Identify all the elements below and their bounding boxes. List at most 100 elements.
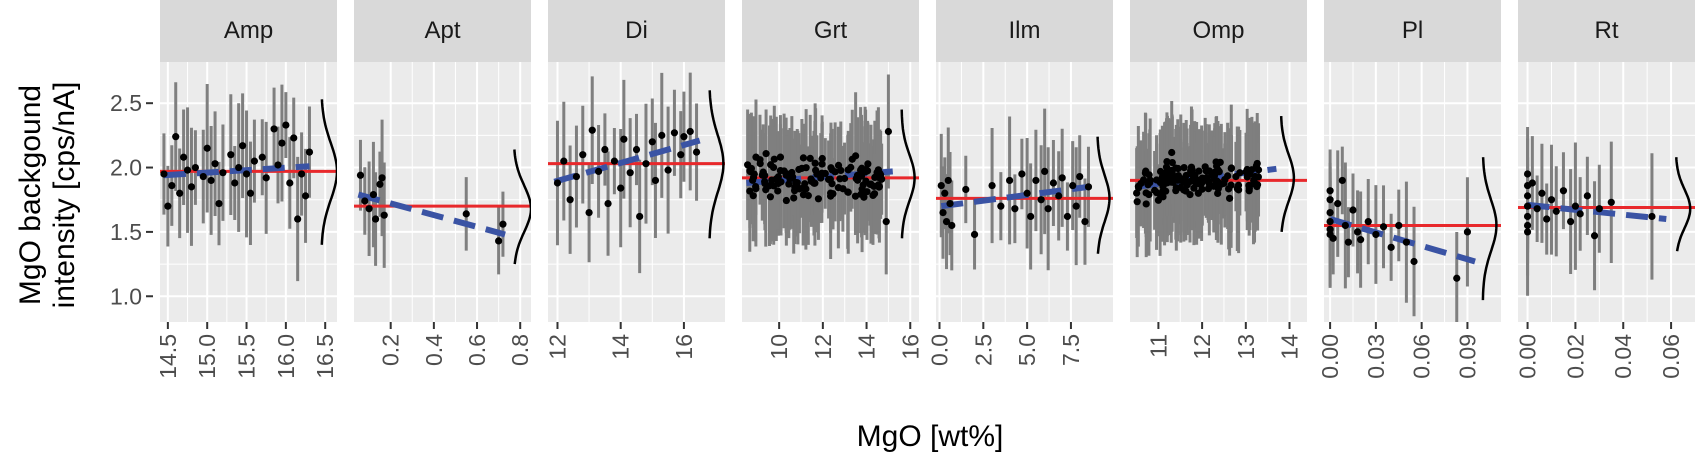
data-point: [305, 148, 314, 156]
data-point: [601, 145, 609, 154]
data-point: [1576, 210, 1584, 218]
data-point: [235, 163, 243, 172]
data-point: [1326, 208, 1334, 217]
data-point: [1142, 200, 1150, 208]
x-tick-label: 0.09: [1454, 334, 1480, 379]
data-point: [785, 180, 793, 188]
y-axis: 1.0 1.5 2.0 2.5: [110, 90, 153, 309]
data-point: [1227, 181, 1235, 189]
data-point: [1172, 164, 1180, 172]
data-point: [882, 218, 890, 226]
data-point: [941, 189, 949, 197]
data-point: [1583, 192, 1591, 200]
panel-content: [1130, 62, 1307, 322]
data-point: [219, 169, 227, 177]
data-point: [246, 189, 255, 197]
data-point: [1523, 170, 1532, 178]
x-tick-label: 0.02: [1562, 334, 1588, 379]
data-point: [774, 187, 782, 195]
data-point: [1338, 176, 1346, 185]
x-tick-label: 2.5: [970, 334, 996, 366]
data-point: [776, 153, 785, 161]
data-point: [746, 187, 754, 195]
facet-strip: [1130, 0, 1307, 62]
x-tick-label: 12: [810, 334, 836, 360]
x-tick-label: 5.0: [1014, 334, 1040, 366]
data-point: [1069, 181, 1077, 190]
data-point: [588, 126, 596, 134]
facet-strip: [160, 0, 337, 62]
x-tick-label: 14: [1277, 334, 1303, 360]
data-point: [1402, 238, 1410, 246]
data-point: [1590, 232, 1599, 240]
data-point: [499, 220, 507, 228]
data-point: [746, 168, 754, 176]
trend-line: [1527, 201, 1667, 223]
data-point: [1023, 189, 1031, 197]
data-point: [1210, 175, 1218, 183]
density-curve: [1096, 136, 1111, 254]
data-point: [970, 230, 979, 239]
data-point: [1225, 194, 1234, 202]
data-point: [1349, 206, 1357, 214]
data-point: [1648, 212, 1656, 221]
data-point: [211, 160, 219, 168]
data-point: [258, 153, 266, 161]
data-point: [250, 157, 258, 165]
data-point: [1227, 164, 1235, 173]
y-tick-label: 2.0: [110, 155, 142, 181]
facet-strip-label: Apt: [424, 17, 460, 44]
facet-omp: Omp 11 12 13 14: [1130, 0, 1307, 360]
data-point: [298, 170, 306, 178]
x-tick-label: 15.5: [234, 334, 260, 379]
data-point: [164, 202, 172, 210]
data-point: [1245, 184, 1253, 192]
data-point: [1357, 236, 1365, 244]
trend-line: [1329, 216, 1476, 265]
data-point: [242, 170, 251, 178]
data-point: [594, 167, 603, 176]
facet-di: Di 12 14 16: [544, 0, 725, 360]
data-point: [874, 166, 883, 174]
density-curve: [513, 149, 531, 265]
data-point: [851, 192, 860, 200]
data-point: [1018, 170, 1026, 178]
data-point: [1212, 162, 1221, 170]
data-point: [1084, 183, 1093, 191]
data-point: [799, 154, 808, 162]
x-tick-label: 16: [671, 334, 697, 360]
data-point: [759, 168, 767, 176]
data-point: [1571, 202, 1580, 210]
data-point: [361, 197, 369, 205]
facet-strip-label: Amp: [224, 17, 273, 44]
data-point: [1215, 168, 1223, 176]
x-tick-label: 14: [608, 334, 634, 360]
data-point: [1344, 238, 1353, 246]
data-point: [553, 179, 562, 187]
data-point: [1214, 189, 1222, 198]
data-point: [1027, 212, 1035, 221]
data-point: [239, 142, 247, 150]
data-point: [1552, 207, 1560, 215]
data-point: [1169, 173, 1177, 181]
data-point: [1186, 177, 1194, 186]
data-point: [874, 181, 882, 189]
data-point: [1049, 179, 1058, 187]
data-point: [814, 195, 823, 203]
density-curve: [320, 99, 337, 245]
data-point: [617, 184, 625, 192]
data-point: [782, 196, 790, 205]
facet-grt: Grt 10 12 14 16: [742, 0, 923, 360]
panel-background: [548, 62, 725, 322]
data-point: [1523, 228, 1532, 236]
panel-content: [548, 62, 725, 322]
y-tick-label: 1.0: [110, 283, 142, 309]
data-point: [862, 168, 870, 176]
panel-content: [354, 62, 531, 322]
panel-content: [1518, 62, 1695, 322]
x-tick-label: 12: [1189, 334, 1215, 360]
density-curve: [708, 90, 725, 239]
trend-line: [553, 137, 701, 185]
data-point: [762, 186, 770, 194]
x-tick-label: 16: [897, 334, 923, 360]
